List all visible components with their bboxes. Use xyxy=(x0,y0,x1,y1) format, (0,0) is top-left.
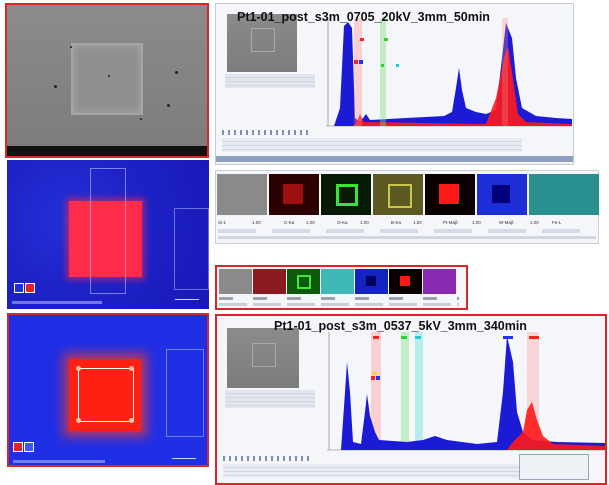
map-scale-bar xyxy=(172,458,196,459)
particle xyxy=(167,104,170,107)
spectrum-2-title: Pt1-01_post_s3m_0537_5kV_3mm_340min xyxy=(274,319,527,333)
particle xyxy=(175,71,178,74)
element-map-strip-2 xyxy=(215,265,468,310)
map-label: C-Ka xyxy=(284,220,295,225)
legend-swatch-red-icon xyxy=(25,283,35,293)
spectrum-1-status-table xyxy=(222,138,522,152)
map-info-text xyxy=(13,460,105,463)
legend-swatch-red-icon xyxy=(13,442,23,452)
mini-thumb-sem[interactable] xyxy=(219,269,252,294)
map-thumb-red[interactable] xyxy=(269,174,319,215)
sem-inset-image xyxy=(227,14,297,72)
corner-marker xyxy=(76,366,81,371)
corner-marker xyxy=(129,418,134,423)
map-slider-bottom[interactable] xyxy=(218,236,596,239)
inset-legend-rows xyxy=(225,390,315,408)
map-thumb-blue[interactable] xyxy=(477,174,527,215)
spectrum-2-status-table xyxy=(223,464,523,478)
mini-strip-labels xyxy=(219,297,459,300)
sem-square-feature xyxy=(251,28,275,52)
mini-thumb-redsquare[interactable] xyxy=(389,269,422,294)
mini-thumb-red[interactable] xyxy=(253,269,286,294)
mini-thumb-green[interactable] xyxy=(287,269,320,294)
map-selection-outline xyxy=(166,349,204,437)
sem-square-feature xyxy=(252,343,276,367)
map-red-square xyxy=(69,201,142,277)
particle xyxy=(70,46,72,48)
map-label: O-Ka xyxy=(337,220,348,225)
map-thumb-yellow[interactable] xyxy=(373,174,423,215)
mini-thumb-blue[interactable] xyxy=(355,269,388,294)
map-selection-outline xyxy=(90,168,126,294)
spectrum-chart-1 xyxy=(326,18,572,127)
map-white-outline xyxy=(78,368,134,422)
spectrum-1-title: Pt1-01_post_s3m_0705_20kV_3mm_50min xyxy=(237,10,490,24)
map-label: B-Ka xyxy=(391,220,402,225)
mini-thumb-teal[interactable] xyxy=(321,269,354,294)
map-selection-outline xyxy=(174,208,209,290)
map-label: Fe-L xyxy=(552,220,562,225)
sem-inset-image xyxy=(227,328,299,388)
spectrum-chart-2 xyxy=(327,332,605,451)
map-thumb-redsquare[interactable] xyxy=(425,174,475,215)
element-map-blue-red xyxy=(7,160,209,309)
map-thumb-sem[interactable] xyxy=(217,174,267,215)
eds-spectrum-panel-2: Pt1-01_post_s3m_0537_5kV_3mm_340min xyxy=(215,314,607,485)
map-label: W-Maβ xyxy=(499,220,514,225)
inset-legend-rows xyxy=(225,74,315,88)
mini-strip-sliders[interactable] xyxy=(219,303,459,306)
eds-spectrum-panel-1: Pt1-01_post_s3m_0705_20kV_3mm_50min xyxy=(215,3,574,165)
spectrum-1-scrollbar[interactable] xyxy=(216,156,573,162)
legend-swatch-blue-icon xyxy=(14,283,24,293)
map-label: Si-1 xyxy=(218,220,227,225)
map-value: 1.00 xyxy=(360,220,369,225)
particle xyxy=(54,85,57,88)
corner-marker xyxy=(76,418,81,423)
map-label: Pt-Maβ xyxy=(443,220,458,225)
particle xyxy=(108,75,110,77)
map-info-text xyxy=(12,301,102,304)
element-map-framed xyxy=(7,313,209,467)
spectrum-1-toolbar[interactable] xyxy=(222,130,312,135)
map-value: 1.00 xyxy=(306,220,315,225)
sem-info-bar xyxy=(7,146,207,156)
sem-image-panel xyxy=(5,3,209,158)
map-value: 1.00 xyxy=(472,220,481,225)
mini-thumb-purple[interactable] xyxy=(423,269,456,294)
spectrum-2-toolbar[interactable] xyxy=(223,456,313,461)
map-colour-sliders[interactable] xyxy=(218,229,596,233)
particle xyxy=(140,118,142,120)
sem-square-feature xyxy=(71,43,143,115)
element-map-strip-1: Si-1 1.00 C-Ka 1.00 O-Ka 1.00 B-Ka 1.00 … xyxy=(215,170,599,244)
legend-swatch-blue-icon xyxy=(24,442,34,452)
map-value: 1.00 xyxy=(413,220,422,225)
map-scale-bar xyxy=(175,299,199,300)
map-value: 1.00 xyxy=(530,220,539,225)
map-thumb-teal[interactable] xyxy=(529,174,599,215)
corner-marker xyxy=(129,366,134,371)
map-thumb-green[interactable] xyxy=(321,174,371,215)
spectrum-2-popup[interactable] xyxy=(519,454,589,480)
map-value: 1.00 xyxy=(252,220,261,225)
